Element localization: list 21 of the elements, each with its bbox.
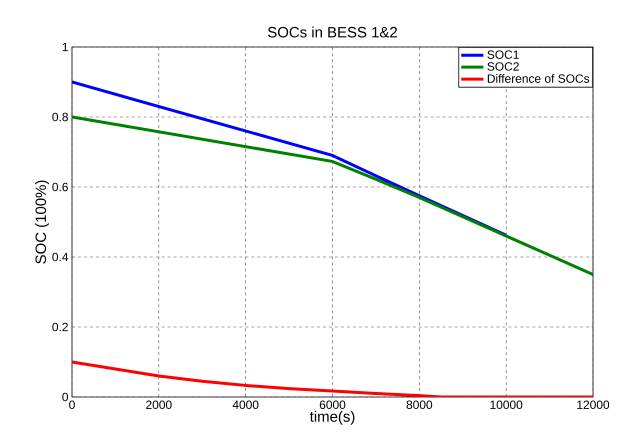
legend-label: SOC1: [487, 50, 519, 59]
legend-label: SOC2: [487, 62, 519, 71]
chart-title: SOCs in BESS 1&2: [268, 26, 397, 38]
y-tick-label: 0.2: [52, 322, 68, 332]
y-tick-label: 0.4: [52, 252, 68, 262]
x-tick-label: 2000: [146, 400, 172, 409]
line-series: [72, 116, 594, 276]
y-tick-label: 0.8: [52, 112, 68, 122]
x-tick-label: 8000: [406, 400, 432, 409]
x-tick-label: 10000: [490, 400, 522, 409]
legend-label: Difference of SOCs: [488, 74, 590, 83]
line-series: [72, 360, 594, 397]
y-tick-label: 0: [62, 392, 68, 402]
x-axis-title: time(s): [310, 410, 354, 425]
x-tick-label: 4000: [232, 400, 258, 409]
x-tick-label: 6000: [320, 400, 346, 409]
y-axis-title: SOC (100%): [35, 180, 50, 264]
y-tick-label: 1: [62, 42, 68, 52]
y-tick-label: 0.6: [52, 182, 68, 192]
x-tick-label: 12000: [577, 400, 610, 409]
x-tick-label: 0: [69, 400, 75, 409]
